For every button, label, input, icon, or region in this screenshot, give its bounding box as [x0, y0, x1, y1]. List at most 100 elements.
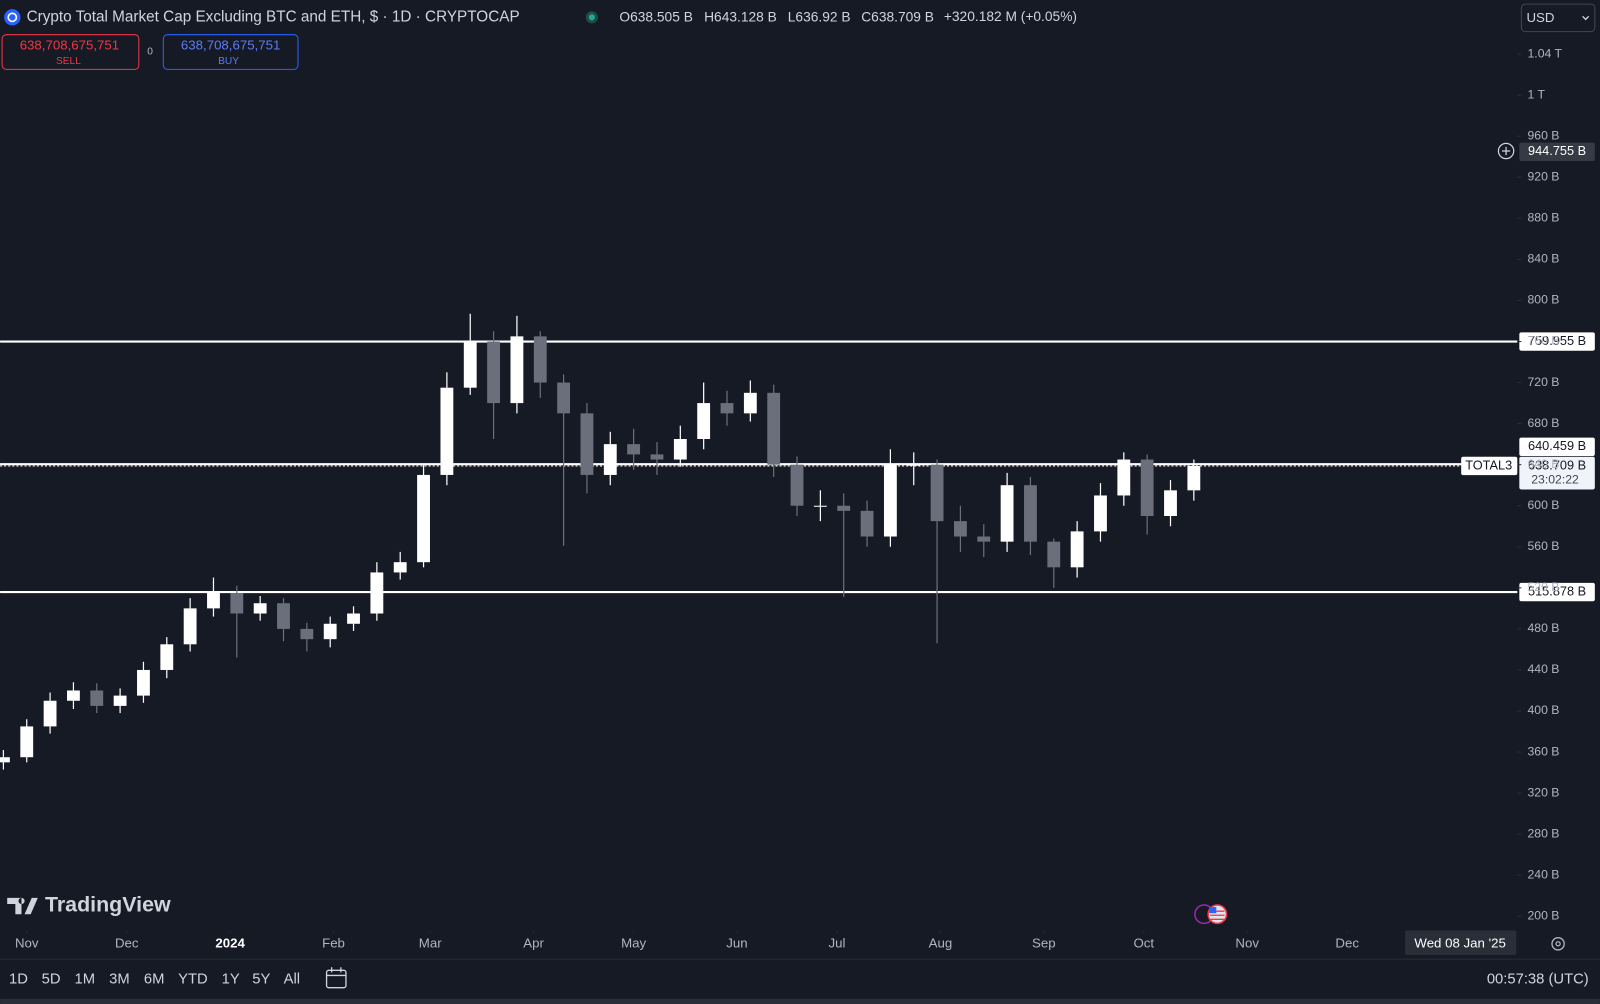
candle-body: [1000, 485, 1014, 542]
x-tick-label: Dec: [115, 935, 139, 950]
candle-body: [510, 336, 524, 404]
currency-caret: [1582, 15, 1590, 21]
candle-body: [1140, 459, 1154, 516]
candle-body: [90, 690, 104, 706]
symbol-label: TOTAL3: [1465, 457, 1512, 472]
currency-select[interactable]: [1520, 3, 1596, 33]
range-button[interactable]: 5Y: [252, 971, 270, 987]
candle-body: [0, 757, 10, 763]
candle-body: [1047, 541, 1061, 568]
candle-body: [743, 392, 757, 414]
candle-body: [417, 474, 430, 563]
candle-body: [720, 403, 734, 414]
crosshair-add-icon[interactable]: [1497, 142, 1515, 160]
ohlc-value: 638.709 B: [871, 9, 934, 24]
y-tick-label: 880 B: [1527, 211, 1559, 225]
candles: [0, 313, 1201, 770]
sell-price: 638,708,675,751: [20, 37, 119, 52]
currency: USD: [1526, 10, 1554, 25]
current-price: 638.709 B: [1528, 457, 1586, 472]
bottom-edge: [0, 998, 1600, 1004]
candle-body: [953, 521, 967, 537]
candle-body: [697, 403, 711, 440]
range-button[interactable]: 6M: [144, 971, 165, 987]
y-tick-label: 720 B: [1527, 375, 1559, 389]
y-tick-label: 640 B: [1527, 457, 1559, 471]
sell-button[interactable]: [1, 34, 140, 70]
price-label-box: [1519, 332, 1595, 351]
candle-body: [673, 439, 687, 460]
sell-label: SELL: [56, 56, 81, 67]
y-tick-label: 1.04 T: [1527, 46, 1562, 60]
range-button[interactable]: 1Y: [222, 971, 240, 987]
x-tick-label: Nov: [15, 935, 39, 950]
range-button[interactable]: 1M: [74, 971, 95, 987]
y-tick-label: 400 B: [1527, 703, 1559, 717]
brand-logo: [7, 897, 38, 915]
chart-title: Crypto Total Market Cap Excluding BTC an…: [27, 8, 520, 25]
x-tick-label: Aug: [929, 935, 953, 950]
candle-body: [347, 613, 360, 624]
x-tick-label: Feb: [322, 935, 345, 950]
candle-body: [253, 603, 267, 614]
range-button[interactable]: 1D: [9, 971, 28, 987]
candle-body: [323, 623, 337, 640]
candle-body: [137, 669, 150, 696]
y-tick-label: 560 B: [1527, 539, 1559, 553]
x-tick-label: Apr: [523, 935, 544, 950]
range-button[interactable]: All: [284, 971, 300, 987]
price-label-box: [1519, 437, 1595, 457]
candle-body: [1094, 495, 1107, 532]
candle-body: [603, 444, 617, 475]
candle-body: [883, 464, 897, 537]
candle-body: [487, 341, 500, 404]
y-tick-label: 920 B: [1527, 170, 1559, 184]
change: +320.182 M (+0.05%): [944, 9, 1077, 24]
y-tick-label: 520 B: [1527, 580, 1559, 594]
candle-body: [393, 562, 407, 573]
candle-body: [277, 603, 290, 629]
crosshair-date: Wed 08 Jan '25: [1414, 935, 1505, 950]
y-tick-label: 680 B: [1527, 416, 1559, 430]
candle-body: [813, 505, 827, 507]
countdown: 23:02:22: [1531, 473, 1579, 487]
settings-icon[interactable]: [1551, 937, 1565, 951]
candle-body: [790, 464, 804, 506]
x-tick-label: Mar: [419, 935, 442, 950]
ohlc-key: H: [704, 9, 714, 24]
ohlc-item: C638.709 B: [861, 9, 934, 24]
candle-body: [977, 536, 991, 542]
candle-body: [837, 505, 851, 511]
buy-button[interactable]: [162, 34, 299, 70]
price-label: 759.955 B: [1528, 333, 1586, 348]
candle-body: [67, 690, 80, 701]
candle-body: [440, 387, 454, 475]
candle-body: [370, 572, 384, 614]
goto-date-icon[interactable]: [325, 969, 347, 989]
price-label-box: [1519, 582, 1595, 602]
buy-price: 638,708,675,751: [181, 37, 280, 52]
y-tick-label: 480 B: [1527, 621, 1559, 635]
range-buttons: 1D 5D 1M 3M 6M YTD 1Y 5Y All: [9, 971, 300, 987]
range-button[interactable]: 3M: [109, 971, 130, 987]
y-tick-label: 240 B: [1527, 867, 1559, 881]
y-tick-label: 360 B: [1527, 744, 1559, 758]
goto-date-glyph: [326, 967, 346, 977]
crosshair-add-glyph: [1501, 146, 1511, 156]
event-flag-canton: [1209, 907, 1217, 914]
candle-body: [1024, 485, 1037, 542]
range-button[interactable]: YTD: [178, 971, 208, 987]
crosshair-price: 944.755 B: [1528, 143, 1586, 158]
y-tick-label: 760 B: [1527, 334, 1559, 348]
x-tick-label: Sep: [1032, 935, 1056, 950]
ohlc-key: C: [861, 9, 871, 24]
y-tick-label: 600 B: [1527, 498, 1559, 512]
y-tick-label: 840 B: [1527, 252, 1559, 266]
range-button[interactable]: 5D: [42, 971, 61, 987]
x-tick-label: Oct: [1134, 935, 1155, 950]
symbol-label-box: [1461, 456, 1518, 476]
crosshair-date-box: [1405, 930, 1517, 956]
price-axis: 200 B 240 B 280 B 320 B 360 B 400 B 440 B 480 B…: [1517, 46, 1562, 923]
buy-label: BUY: [218, 56, 239, 67]
brand: TradingView: [45, 893, 171, 917]
